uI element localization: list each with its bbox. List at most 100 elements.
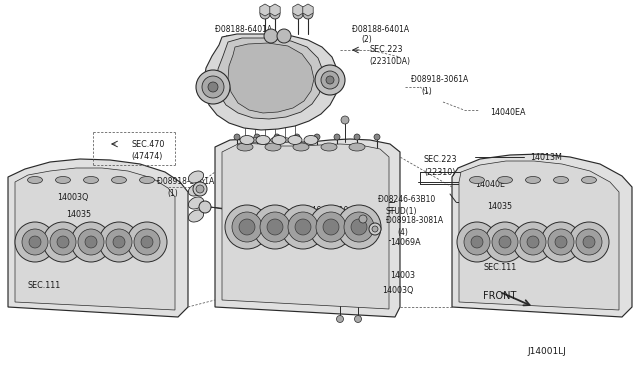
Circle shape (264, 29, 278, 43)
Polygon shape (215, 139, 400, 317)
Text: (4): (4) (397, 228, 408, 237)
Circle shape (106, 229, 132, 255)
Text: 14069A: 14069A (390, 237, 420, 247)
Circle shape (294, 134, 300, 140)
Circle shape (281, 205, 325, 249)
Circle shape (337, 315, 344, 323)
Text: 14040E: 14040E (475, 180, 505, 189)
Ellipse shape (272, 135, 286, 144)
Circle shape (369, 223, 381, 235)
Text: SEC.223: SEC.223 (424, 154, 458, 164)
Text: Ð08188-6401A: Ð08188-6401A (215, 25, 272, 33)
Circle shape (326, 76, 334, 84)
Ellipse shape (241, 138, 250, 142)
Circle shape (513, 222, 553, 262)
Ellipse shape (240, 135, 254, 144)
Circle shape (253, 205, 297, 249)
Circle shape (555, 236, 567, 248)
Text: Ð08918-3061A: Ð08918-3061A (411, 74, 468, 83)
Ellipse shape (321, 143, 337, 151)
Circle shape (295, 219, 311, 235)
Circle shape (464, 229, 490, 255)
Ellipse shape (260, 138, 269, 142)
Polygon shape (217, 38, 323, 119)
Circle shape (323, 219, 339, 235)
Polygon shape (8, 159, 188, 317)
Text: (2): (2) (224, 35, 235, 44)
Ellipse shape (288, 135, 302, 144)
Text: SEC.111: SEC.111 (27, 280, 60, 289)
Text: 14035: 14035 (487, 202, 512, 211)
Ellipse shape (111, 176, 127, 183)
Circle shape (260, 212, 290, 242)
Circle shape (15, 222, 55, 262)
Circle shape (29, 236, 41, 248)
Text: 14003Q: 14003Q (382, 285, 413, 295)
Text: 14003Q: 14003Q (57, 192, 88, 202)
Text: 14035: 14035 (66, 209, 91, 218)
Circle shape (293, 9, 303, 19)
Ellipse shape (271, 138, 280, 142)
Circle shape (85, 236, 97, 248)
Circle shape (202, 76, 224, 98)
Ellipse shape (256, 135, 270, 144)
Text: FRONT: FRONT (483, 291, 516, 301)
Circle shape (71, 222, 111, 262)
Circle shape (234, 134, 240, 140)
Polygon shape (452, 154, 632, 317)
Text: (22310): (22310) (424, 167, 456, 176)
Circle shape (471, 236, 483, 248)
Circle shape (43, 222, 83, 262)
Ellipse shape (83, 176, 99, 183)
Circle shape (232, 212, 262, 242)
Circle shape (57, 236, 69, 248)
Circle shape (374, 134, 380, 140)
Ellipse shape (554, 176, 568, 183)
Circle shape (277, 29, 291, 43)
Text: (22310DA): (22310DA) (369, 57, 410, 65)
Circle shape (274, 134, 280, 140)
Text: STUD(1): STUD(1) (302, 217, 333, 225)
Ellipse shape (280, 138, 289, 142)
Ellipse shape (188, 210, 204, 222)
Ellipse shape (250, 138, 259, 142)
Ellipse shape (56, 176, 70, 183)
Text: SEC.223: SEC.223 (369, 45, 403, 54)
Text: STUD(1): STUD(1) (386, 206, 417, 215)
Text: SEC.223: SEC.223 (227, 58, 260, 67)
Text: SEC.111: SEC.111 (484, 263, 517, 272)
Circle shape (337, 205, 381, 249)
Polygon shape (222, 143, 389, 309)
Ellipse shape (582, 176, 596, 183)
Circle shape (196, 70, 230, 104)
Text: Ð08246-63B10: Ð08246-63B10 (378, 195, 435, 203)
Text: (47474): (47474) (131, 151, 163, 160)
Circle shape (576, 229, 602, 255)
Text: Ð08918-3061A: Ð08918-3061A (157, 176, 214, 186)
Circle shape (208, 82, 218, 92)
Text: SEC.470: SEC.470 (131, 140, 164, 148)
Text: J14001LJ: J14001LJ (527, 347, 566, 356)
Text: 14040EA: 14040EA (490, 108, 525, 116)
Circle shape (354, 134, 360, 140)
Text: Ð08918-3081A: Ð08918-3081A (386, 215, 443, 224)
Text: 14069A: 14069A (310, 237, 340, 247)
Circle shape (541, 222, 581, 262)
Circle shape (492, 229, 518, 255)
Circle shape (239, 219, 255, 235)
Circle shape (520, 229, 546, 255)
Circle shape (50, 229, 76, 255)
Circle shape (22, 229, 48, 255)
Circle shape (341, 116, 349, 124)
Circle shape (267, 219, 283, 235)
Text: (22310): (22310) (227, 70, 259, 78)
Ellipse shape (291, 138, 300, 142)
Circle shape (314, 134, 320, 140)
Circle shape (334, 134, 340, 140)
Ellipse shape (349, 143, 365, 151)
Circle shape (127, 222, 167, 262)
Ellipse shape (304, 135, 318, 144)
Circle shape (321, 71, 339, 89)
Circle shape (260, 9, 270, 19)
Circle shape (78, 229, 104, 255)
